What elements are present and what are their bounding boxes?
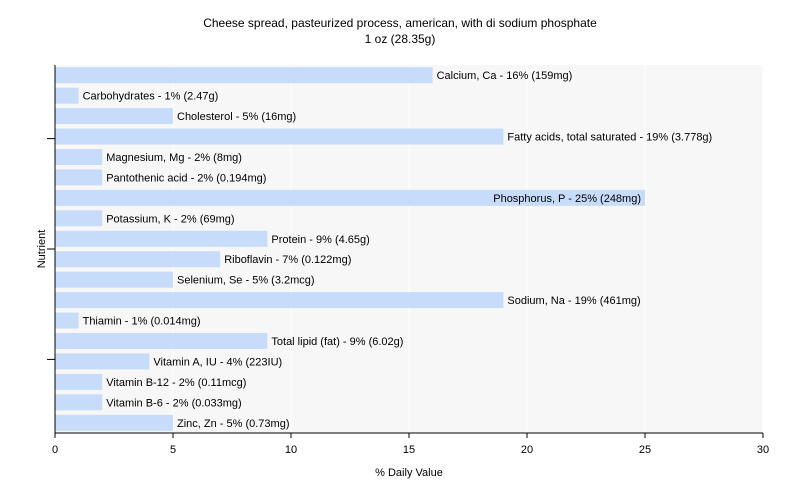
- bar-label: Vitamin B-12 - 2% (0.11mcg): [106, 377, 246, 389]
- bar: [55, 230, 268, 247]
- bar-label: Riboflavin - 7% (0.122mg): [224, 254, 351, 266]
- x-tick-label: 30: [757, 444, 769, 456]
- bar: [55, 67, 433, 84]
- bar: [55, 251, 221, 268]
- axes: 0 5 10 15 20 25 30: [47, 65, 769, 456]
- x-tick-label: 0: [52, 444, 58, 456]
- bar: [55, 414, 173, 431]
- bar: [55, 149, 103, 165]
- bar: [55, 292, 504, 309]
- y-axis-label: Nutrient: [36, 230, 48, 269]
- bar: [55, 87, 79, 104]
- bar-label: Zinc, Zn - 5% (0.73mg): [177, 418, 289, 430]
- bar: [55, 108, 173, 125]
- bar-label: Magnesium, Mg - 2% (8mg): [106, 152, 242, 164]
- gridlines: [172, 65, 764, 433]
- bar: [55, 353, 150, 370]
- bar-label: Vitamin B-6 - 2% (0.033mg): [106, 397, 242, 409]
- bar: [55, 271, 173, 288]
- bar-label: Protein - 9% (4.65g): [271, 234, 369, 246]
- bar-label: Cholesterol - 5% (16mg): [177, 111, 296, 123]
- x-tick-label: 20: [521, 444, 533, 456]
- x-axis-label: % Daily Value: [375, 467, 443, 479]
- bar: [55, 373, 103, 390]
- bar-label: Total lipid (fat) - 9% (6.02g): [271, 336, 403, 348]
- x-tick-label: 25: [639, 444, 651, 456]
- bar-label: Potassium, K - 2% (69mg): [106, 213, 234, 225]
- chart-title: Cheese spread, pasteurized process, amer…: [203, 16, 597, 30]
- bar-label: Pantothenic acid - 2% (0.194mg): [106, 172, 266, 184]
- bar: [55, 312, 79, 329]
- bar: [55, 189, 645, 206]
- bar-label: Phosphorus, P - 25% (248mg): [493, 193, 641, 205]
- chart-subtitle: 1 oz (28.35g): [364, 32, 436, 46]
- bar-label: Vitamin A, IU - 4% (223IU): [153, 356, 282, 368]
- bar: [55, 333, 268, 349]
- x-tick-label: 15: [403, 444, 415, 456]
- bar-label: Calcium, Ca - 16% (159mg): [437, 70, 573, 82]
- bar-label: Sodium, Na - 19% (461mg): [507, 295, 640, 307]
- bar-label: Thiamin - 1% (0.014mg): [83, 316, 201, 328]
- bar-label: Selenium, Se - 5% (3.2mcg): [177, 275, 315, 287]
- bar-label: Fatty acids, total saturated - 19% (3.77…: [507, 132, 712, 144]
- x-tick-label: 5: [170, 444, 176, 456]
- chart-title-block: Cheese spread, pasteurized process, amer…: [0, 15, 800, 47]
- bar: [55, 394, 103, 411]
- bar-label: Carbohydrates - 1% (2.47g): [83, 91, 219, 103]
- bar: [55, 169, 103, 186]
- bar: [55, 128, 504, 145]
- bars: Calcium, Ca - 16% (159mg) Carbohydrates -…: [55, 67, 712, 431]
- bar: [55, 210, 103, 227]
- x-tick-label: 10: [285, 444, 297, 456]
